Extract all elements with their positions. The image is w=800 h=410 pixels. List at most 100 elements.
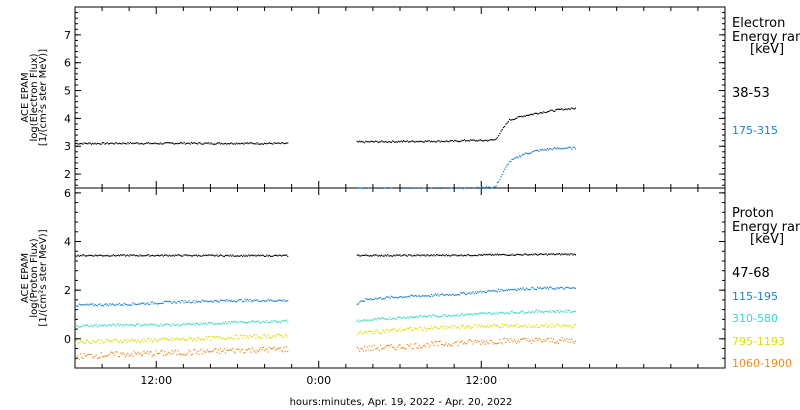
data-point bbox=[484, 325, 486, 328]
data-point bbox=[125, 340, 127, 342]
data-point bbox=[137, 255, 139, 257]
data-point bbox=[513, 324, 516, 326]
data-point bbox=[437, 328, 439, 330]
data-point bbox=[501, 312, 503, 314]
data-point bbox=[162, 337, 164, 339]
data-point bbox=[484, 312, 486, 314]
data-point bbox=[170, 255, 172, 257]
data-point bbox=[407, 295, 410, 297]
data-point bbox=[373, 318, 375, 320]
data-point bbox=[455, 315, 457, 317]
data-point bbox=[120, 339, 122, 341]
data-point bbox=[520, 287, 522, 289]
data-point bbox=[250, 254, 252, 256]
data-point bbox=[246, 298, 248, 300]
data-point bbox=[539, 112, 541, 114]
data-point bbox=[383, 330, 385, 332]
data-point bbox=[371, 187, 373, 189]
data-point bbox=[144, 323, 146, 325]
data-point bbox=[95, 304, 97, 307]
data-point bbox=[229, 338, 231, 340]
data-point bbox=[105, 325, 107, 327]
data-point bbox=[96, 340, 99, 342]
data-point bbox=[261, 255, 263, 257]
data-point bbox=[543, 149, 545, 151]
data-point bbox=[127, 325, 129, 327]
data-point bbox=[145, 324, 147, 326]
data-point bbox=[374, 318, 377, 320]
data-point bbox=[252, 300, 255, 302]
data-point bbox=[399, 327, 401, 329]
data-point bbox=[471, 340, 473, 342]
data-point bbox=[396, 346, 399, 348]
data-point bbox=[407, 254, 410, 256]
data-point bbox=[445, 315, 447, 317]
data-point bbox=[559, 325, 561, 327]
data-point bbox=[160, 142, 162, 144]
data-point bbox=[174, 324, 177, 326]
data-point bbox=[257, 300, 259, 302]
data-point bbox=[473, 254, 475, 257]
data-point bbox=[530, 113, 533, 115]
data-point bbox=[116, 303, 118, 305]
data-point bbox=[356, 346, 358, 348]
data-point bbox=[404, 347, 406, 349]
data-point bbox=[103, 342, 105, 344]
legend-title-line: Electron bbox=[732, 16, 785, 31]
data-point bbox=[104, 143, 106, 145]
data-point bbox=[117, 254, 119, 256]
legend-title-line: Energy range bbox=[732, 30, 800, 45]
data-point bbox=[173, 324, 175, 327]
data-point bbox=[160, 350, 162, 352]
data-point bbox=[557, 253, 559, 255]
data-point bbox=[390, 141, 392, 143]
data-point bbox=[381, 332, 383, 334]
data-point bbox=[165, 338, 167, 340]
data-point bbox=[234, 320, 236, 322]
data-point bbox=[513, 157, 516, 159]
data-point bbox=[182, 323, 184, 325]
data-point bbox=[442, 344, 444, 346]
data-point bbox=[167, 351, 169, 353]
data-point bbox=[377, 317, 379, 319]
data-point bbox=[506, 324, 508, 326]
data-point bbox=[538, 338, 540, 340]
data-point bbox=[166, 353, 168, 355]
data-point bbox=[104, 324, 106, 326]
data-point bbox=[431, 341, 433, 343]
data-point bbox=[518, 254, 520, 256]
data-point bbox=[501, 174, 503, 176]
data-point bbox=[276, 300, 278, 302]
data-point bbox=[543, 253, 545, 256]
data-point bbox=[93, 325, 95, 327]
data-point bbox=[224, 352, 227, 354]
data-point bbox=[499, 133, 501, 135]
legend-title-line: Proton bbox=[732, 206, 774, 221]
data-point bbox=[393, 254, 395, 256]
data-point bbox=[155, 350, 157, 352]
data-point bbox=[360, 320, 362, 322]
data-point bbox=[150, 351, 152, 353]
data-point bbox=[134, 325, 136, 327]
legend-entry-47-68: 47-68 bbox=[732, 266, 770, 281]
data-point bbox=[105, 338, 107, 340]
data-point bbox=[181, 324, 183, 326]
data-point bbox=[196, 255, 199, 257]
data-point bbox=[92, 142, 94, 145]
data-point bbox=[254, 334, 256, 336]
data-point bbox=[122, 324, 124, 326]
data-point bbox=[112, 339, 114, 341]
data-point bbox=[390, 343, 392, 345]
data-point bbox=[128, 304, 130, 306]
data-point bbox=[573, 253, 575, 255]
data-point bbox=[368, 319, 371, 321]
data-point bbox=[528, 153, 530, 155]
data-point bbox=[203, 254, 205, 256]
data-point bbox=[192, 255, 194, 257]
data-point bbox=[165, 300, 167, 302]
data-point bbox=[534, 112, 536, 114]
data-point bbox=[494, 139, 496, 141]
data-point bbox=[178, 254, 180, 256]
data-point bbox=[412, 316, 414, 318]
data-point bbox=[521, 115, 523, 117]
